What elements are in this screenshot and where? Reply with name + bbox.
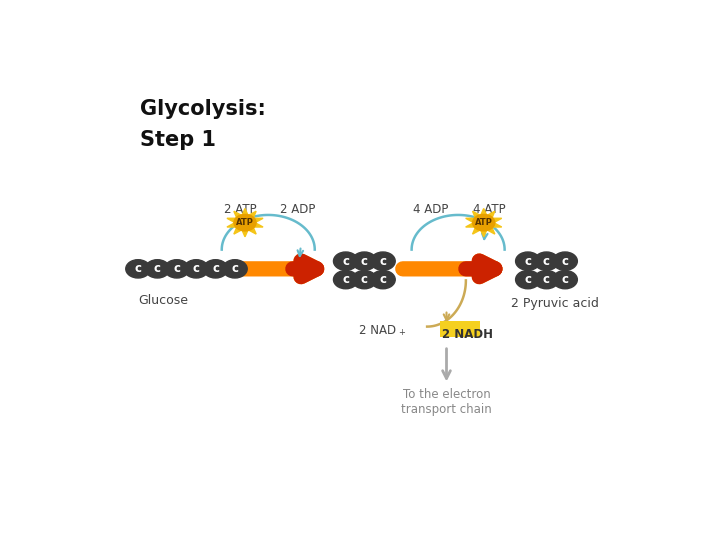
Polygon shape bbox=[466, 208, 502, 237]
Text: c: c bbox=[342, 255, 349, 268]
Text: 2 ATP: 2 ATP bbox=[224, 202, 256, 215]
Text: c: c bbox=[135, 262, 142, 275]
Circle shape bbox=[333, 271, 358, 289]
Circle shape bbox=[371, 271, 395, 289]
Text: c: c bbox=[361, 273, 368, 286]
Circle shape bbox=[126, 260, 150, 278]
Circle shape bbox=[145, 260, 170, 278]
Text: +: + bbox=[398, 328, 405, 337]
Text: Glucose: Glucose bbox=[139, 294, 189, 307]
Circle shape bbox=[534, 252, 559, 271]
Polygon shape bbox=[227, 208, 263, 237]
Text: c: c bbox=[562, 273, 569, 286]
Text: c: c bbox=[524, 273, 531, 286]
Text: c: c bbox=[524, 255, 531, 268]
Circle shape bbox=[553, 271, 577, 289]
Circle shape bbox=[553, 252, 577, 271]
Text: 4 ADP: 4 ADP bbox=[413, 202, 449, 215]
Text: c: c bbox=[543, 273, 550, 286]
Text: c: c bbox=[231, 262, 238, 275]
Text: Glycolysis:: Glycolysis: bbox=[140, 99, 266, 119]
Text: 2 ADP: 2 ADP bbox=[280, 202, 315, 215]
Text: c: c bbox=[543, 255, 550, 268]
Circle shape bbox=[352, 271, 377, 289]
Text: c: c bbox=[361, 255, 368, 268]
Text: c: c bbox=[212, 262, 219, 275]
Text: 2 NADH: 2 NADH bbox=[442, 328, 493, 341]
Text: ATP: ATP bbox=[474, 218, 492, 227]
Text: 2 NAD: 2 NAD bbox=[359, 324, 396, 337]
Circle shape bbox=[222, 260, 247, 278]
Text: To the electron
transport chain: To the electron transport chain bbox=[401, 388, 492, 416]
Text: 2 Pyruvic acid: 2 Pyruvic acid bbox=[511, 298, 599, 310]
Text: c: c bbox=[193, 262, 199, 275]
FancyBboxPatch shape bbox=[440, 321, 480, 337]
Text: c: c bbox=[154, 262, 161, 275]
Circle shape bbox=[352, 252, 377, 271]
Circle shape bbox=[184, 260, 209, 278]
Circle shape bbox=[516, 271, 540, 289]
Circle shape bbox=[165, 260, 189, 278]
Circle shape bbox=[516, 252, 540, 271]
Text: c: c bbox=[379, 273, 387, 286]
Text: c: c bbox=[174, 262, 180, 275]
Text: ATP: ATP bbox=[236, 218, 254, 227]
Circle shape bbox=[472, 214, 495, 231]
Text: Step 1: Step 1 bbox=[140, 130, 217, 150]
Circle shape bbox=[203, 260, 228, 278]
Text: c: c bbox=[342, 273, 349, 286]
Circle shape bbox=[371, 252, 395, 271]
Circle shape bbox=[534, 271, 559, 289]
Circle shape bbox=[234, 214, 256, 231]
Circle shape bbox=[333, 252, 358, 271]
Text: 4 ATP: 4 ATP bbox=[473, 202, 505, 215]
Text: c: c bbox=[379, 255, 387, 268]
Text: c: c bbox=[562, 255, 569, 268]
